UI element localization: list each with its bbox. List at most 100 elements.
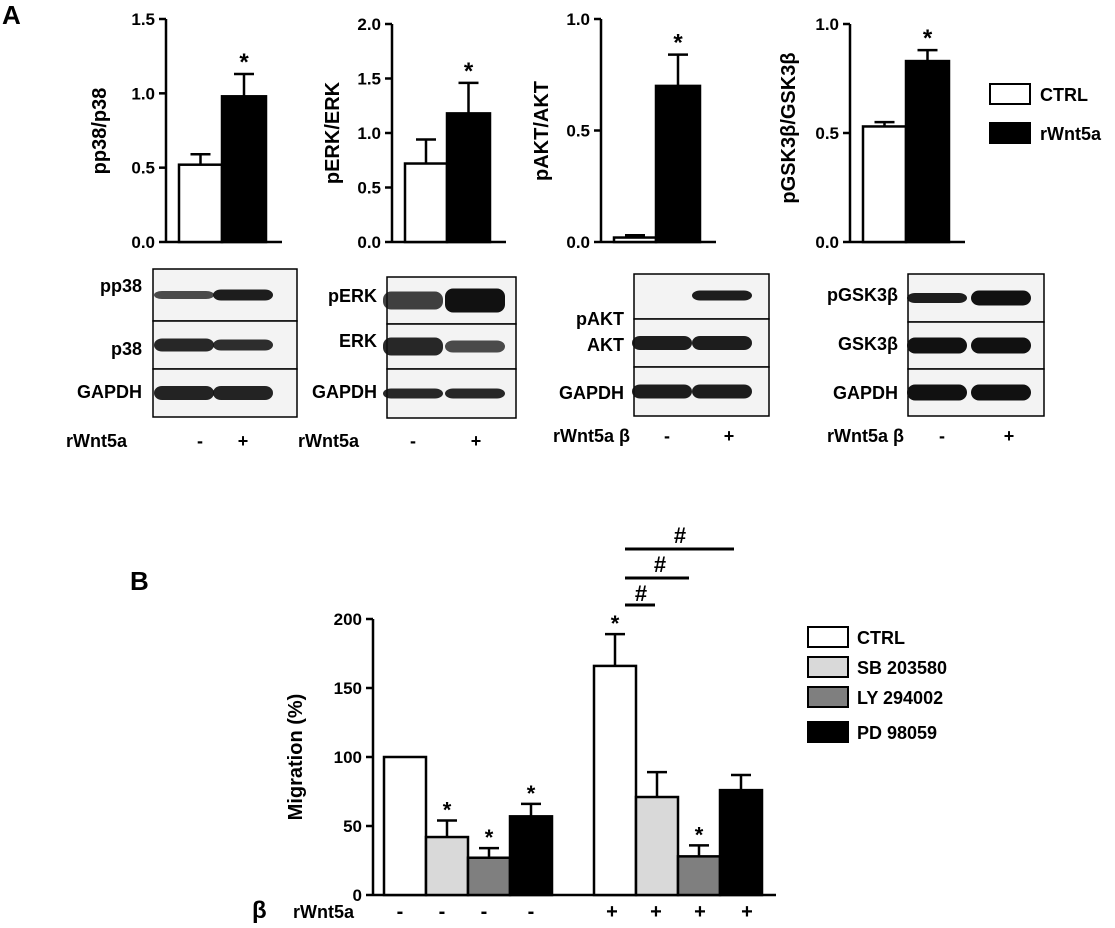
blot-band xyxy=(907,384,967,401)
y-tick-label: 1.5 xyxy=(357,70,381,89)
legend-b-label-sb: SB 203580 xyxy=(857,658,947,678)
blot-treatment-label: rWnt5a β xyxy=(827,426,904,446)
bar xyxy=(177,163,224,244)
panel-b-chart: 0 50 100 150 200 Migration (%) * * * * * xyxy=(285,610,776,905)
significance-star: * xyxy=(695,822,704,847)
panel-b-treatment-sign: - xyxy=(481,901,488,923)
legend-a-label-ctrl: CTRL xyxy=(1040,85,1088,105)
blot-band xyxy=(692,336,752,350)
hash-mark-3: # xyxy=(635,581,647,606)
legend-b-label-ly: LY 294002 xyxy=(857,688,943,708)
y-tick-label: 0.0 xyxy=(357,233,381,252)
blot-band xyxy=(213,289,273,301)
panel-b-significance: # # # xyxy=(625,523,734,607)
blot-band xyxy=(971,337,1031,354)
bar xyxy=(403,162,449,244)
panel-a-blots: pp38 p38 GAPDH rWnt5a - + pERK ERK GAPDH rWnt5a - +… xyxy=(66,268,1045,451)
y-tick-label: 0.5 xyxy=(357,179,381,198)
blot-band xyxy=(692,290,752,301)
panel-b-treatment-sign: - xyxy=(397,901,404,923)
blot-4: pGSK3β GSK3β GAPDH rWnt5a β - + xyxy=(827,273,1045,446)
blot-treatment-sign: + xyxy=(724,426,735,446)
bar xyxy=(382,755,428,897)
bar xyxy=(424,835,470,897)
y-tick-label: 0.0 xyxy=(566,233,590,252)
significance-star: * xyxy=(485,825,494,850)
blot-band xyxy=(632,384,692,399)
significance-star: * xyxy=(239,49,249,76)
y-tick-label: 1.0 xyxy=(566,10,590,29)
panel-b-treatment-sign: + xyxy=(650,901,662,923)
blot-band xyxy=(445,388,505,399)
panel-b-signs: - - - - + + + + xyxy=(397,901,753,923)
legend-a: CTRL rWnt5a xyxy=(989,83,1102,144)
bar xyxy=(718,788,764,897)
y-tick-label: 0.0 xyxy=(815,233,839,252)
panel-b-treatment-sign: - xyxy=(439,901,446,923)
bar xyxy=(654,84,702,244)
blot-treatment-sign: - xyxy=(664,426,670,446)
blot-treatment-sign: - xyxy=(939,426,945,446)
panel-b-beta-prefix: β xyxy=(252,897,267,924)
significance-star: * xyxy=(923,25,933,52)
panel-b-treatment-sign: + xyxy=(694,901,706,923)
blot-band xyxy=(692,384,752,399)
y-tick-label: 150 xyxy=(334,679,362,698)
chart-a2: 0.0 0.5 1.0 1.5 2.0 pERK/ERK * xyxy=(322,15,506,252)
bar xyxy=(220,95,268,244)
blot-row-label: GAPDH xyxy=(312,382,377,402)
legend-b-swatch-sb xyxy=(807,656,849,678)
panel-a-charts: 0.0 0.5 1.0 1.5 pp38/p38 * 0.0 0.5 1.0 1.5 2.0 pERK… xyxy=(89,10,965,252)
blot-band xyxy=(154,291,214,299)
y-tick-label: 1.0 xyxy=(815,15,839,34)
y-tick-label: 1.0 xyxy=(357,124,381,143)
panel-b-treatment-label: rWnt5a xyxy=(293,902,355,922)
y-tick-label: 0.5 xyxy=(566,122,590,141)
blot-row-label: pGSK3β xyxy=(827,285,898,305)
blot-row-label: GAPDH xyxy=(77,382,142,402)
panel-b-treatment-sign: - xyxy=(528,901,535,923)
panel-b-treatment-sign: + xyxy=(741,901,753,923)
legend-b-label-ctrl: CTRL xyxy=(857,628,905,648)
chart-a3: 0.0 0.5 1.0 pAKT/AKT * xyxy=(531,10,716,252)
bar xyxy=(904,59,951,244)
hash-mark-1: # xyxy=(674,523,686,548)
blot-treatment-sign: + xyxy=(238,431,249,451)
blot-2: pERK ERK GAPDH rWnt5a - + xyxy=(298,276,517,451)
legend-a-label-rwnt5a: rWnt5a xyxy=(1040,124,1102,144)
blot-band xyxy=(971,290,1031,306)
legend-b: CTRL SB 203580 LY 294002 PD 98059 xyxy=(807,626,947,743)
significance-star: * xyxy=(527,781,536,806)
blot-band xyxy=(154,338,214,352)
legend-b-swatch-pd xyxy=(807,721,849,743)
bar xyxy=(676,855,722,897)
bar xyxy=(861,125,908,244)
blot-band xyxy=(383,291,443,310)
bar xyxy=(445,112,492,244)
blot-band xyxy=(971,384,1031,401)
y-axis-label: pAKT/AKT xyxy=(531,81,553,181)
blot-treatment-label: rWnt5a xyxy=(298,431,360,451)
chart-a4: 0.0 0.5 1.0 pGSK3β/GSK3β * xyxy=(778,15,965,252)
blot-treatment-sign: - xyxy=(410,431,416,451)
significance-star: * xyxy=(443,797,452,822)
y-tick-label: 50 xyxy=(343,817,362,836)
y-tick-label: 1.5 xyxy=(131,10,155,29)
blot-row-label: ERK xyxy=(339,331,377,351)
blot-band xyxy=(213,386,273,400)
blot-row-label: GAPDH xyxy=(833,383,898,403)
blot-row-label: AKT xyxy=(587,335,624,355)
panel-label-a: A xyxy=(2,0,21,30)
legend-b-swatch-ctrl xyxy=(807,626,849,648)
bar xyxy=(592,664,638,897)
blot-treatment-sign: + xyxy=(1004,426,1015,446)
blot-band xyxy=(383,388,443,399)
blot-band xyxy=(154,386,214,400)
blot-row-label: GSK3β xyxy=(838,334,898,354)
bar xyxy=(466,856,512,897)
blot-band xyxy=(445,340,505,353)
chart-a1: 0.0 0.5 1.0 1.5 pp38/p38 * xyxy=(89,10,282,252)
blot-treatment-label: rWnt5a β xyxy=(553,426,630,446)
blot-band xyxy=(445,288,505,313)
y-tick-label: 0 xyxy=(353,886,362,905)
